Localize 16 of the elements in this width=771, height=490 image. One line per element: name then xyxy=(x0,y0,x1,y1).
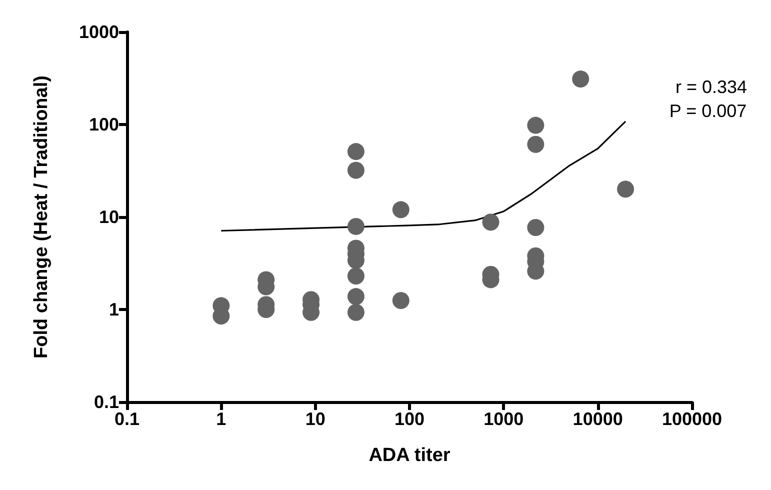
x-tick-label: 0.1 xyxy=(114,409,140,429)
y-tick-label: 0.1 xyxy=(94,392,119,412)
y-tick-label: 1 xyxy=(108,300,119,320)
x-tick-label: 100 xyxy=(394,409,425,429)
x-tick-label: 10 xyxy=(305,409,326,429)
x-tick-label: 1 xyxy=(216,409,226,429)
y-axis-title: Fold change (Heat / Traditional) xyxy=(31,76,52,358)
annotation: P = 0.007 xyxy=(669,101,747,121)
x-axis-title: ADA titer xyxy=(368,445,451,466)
x-tick-label: 100000 xyxy=(662,409,722,429)
y-tick-label: 100 xyxy=(88,114,119,134)
y-tick-label: 10 xyxy=(98,207,119,227)
annotation: r = 0.334 xyxy=(675,77,748,97)
x-tick-label: 1000 xyxy=(484,409,524,429)
y-tick-label: 1000 xyxy=(78,22,119,42)
x-tick-label: 10000 xyxy=(572,409,623,429)
